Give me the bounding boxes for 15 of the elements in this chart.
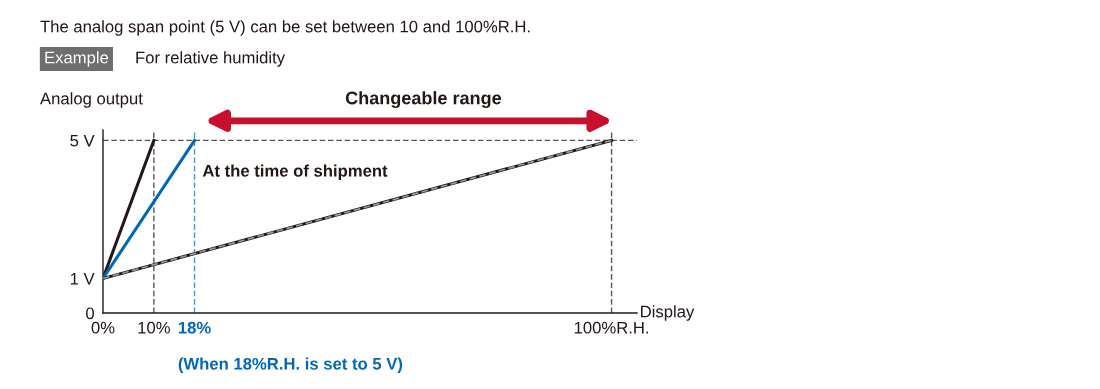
annotation: (When 18%R.H. is set to 5 V) [178, 357, 403, 373]
text: Changeable range [345, 91, 502, 109]
y-tick-label: 1 V [70, 273, 95, 285]
series-label: At the time of shipment [202, 164, 388, 181]
y-axis-title: Analog output [40, 92, 143, 108]
x-tick-label: 100%R.H. [574, 321, 649, 334]
x-tick-label: 18% [178, 321, 211, 334]
y-tick-label: 0 [86, 307, 95, 320]
text: Example [45, 51, 109, 67]
chart-title: The analog span point (5 V) can be set between 10 and 100%R.H. [40, 20, 530, 36]
x-axis-title: Display [641, 305, 695, 321]
x-tick-label: 0% [91, 321, 115, 334]
y-tick-label: 5 V [70, 134, 95, 147]
x-tick-label: 10% [138, 321, 170, 334]
chart-subtitle: For relative humidity [136, 51, 286, 67]
